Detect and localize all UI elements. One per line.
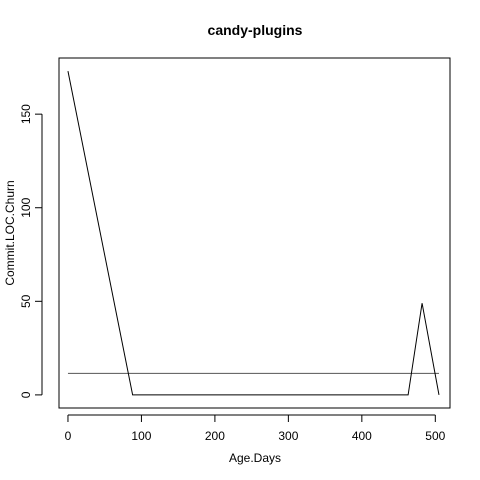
x-axis-label: Age.Days <box>229 451 281 465</box>
x-tick-label: 500 <box>425 429 445 443</box>
x-axis: 0 100 200 300 400 500 <box>65 414 446 443</box>
y-tick-label: 100 <box>19 197 33 217</box>
series-layer <box>67 71 440 396</box>
x-tick-label: 200 <box>205 429 225 443</box>
y-tick-label: 50 <box>19 294 33 308</box>
series-line <box>67 71 440 396</box>
y-axis-label: Commit.LOC.Churn <box>3 180 17 285</box>
y-tick-label: 0 <box>19 391 33 398</box>
x-tick-label: 300 <box>278 429 298 443</box>
plot-frame <box>58 57 451 409</box>
y-tick-label: 150 <box>19 104 33 124</box>
x-tick-label: 400 <box>352 429 372 443</box>
x-tick-label: 100 <box>131 429 151 443</box>
x-tick-label: 0 <box>65 429 72 443</box>
chart-title: candy-plugins <box>208 22 303 38</box>
y-axis: 0 50 100 150 <box>19 104 43 398</box>
